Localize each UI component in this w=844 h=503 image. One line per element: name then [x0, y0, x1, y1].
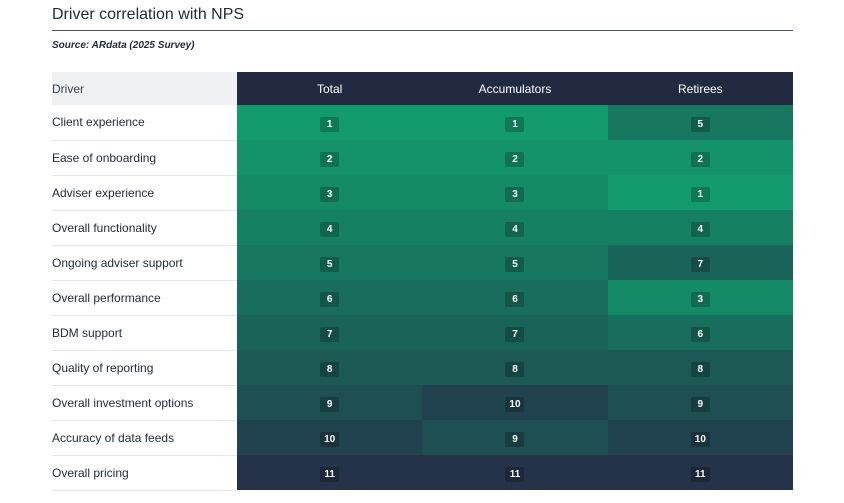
- heatmap-cell: 6: [422, 280, 608, 315]
- heatmap-cell: 2: [607, 140, 793, 175]
- rank-value-label: 4: [690, 221, 710, 237]
- driver-label: Ongoing adviser support: [52, 245, 237, 281]
- heatmap-cell: 4: [422, 210, 608, 245]
- driver-label: Overall pricing: [52, 455, 237, 491]
- driver-label: Quality of reporting: [52, 350, 237, 386]
- heatmap-cell: 5: [237, 245, 423, 280]
- rank-value-label: 2: [320, 151, 340, 167]
- heatmap-cell: 1: [237, 105, 423, 140]
- rank-value-label: 10: [505, 396, 525, 412]
- rank-value-label: 6: [320, 291, 340, 307]
- rank-value-label: 2: [690, 151, 710, 167]
- table-row: BDM support 7 7 6: [52, 315, 793, 351]
- heatmap-cell: 9: [607, 385, 793, 420]
- rank-value-label: 5: [320, 256, 340, 272]
- rank-value-label: 3: [505, 186, 525, 202]
- heatmap-cell: 10: [422, 385, 608, 420]
- rank-value-label: 8: [690, 361, 710, 377]
- rank-value-label: 9: [505, 431, 525, 447]
- heatmap-cell: 1: [422, 105, 608, 140]
- rank-value-label: 11: [690, 466, 710, 482]
- rank-value-label: 6: [505, 291, 525, 307]
- heatmap-table: Driver Total Accumulators Retirees Clien…: [52, 72, 793, 491]
- heatmap-cell: 7: [422, 315, 608, 350]
- heatmap-cell: 9: [237, 385, 423, 420]
- heatmap-cell: 10: [607, 420, 793, 455]
- heatmap-cell: 2: [422, 140, 608, 175]
- driver-label: Overall functionality: [52, 210, 237, 246]
- heatmap-cell: 8: [607, 350, 793, 385]
- table-row: Adviser experience 3 3 1: [52, 175, 793, 211]
- rank-value-label: 7: [505, 326, 525, 342]
- heatmap-body: Client experience 1 1 5 Ease of onboarding 2 2…: [52, 105, 793, 491]
- heatmap-cell: 11: [607, 455, 793, 490]
- table-row: Quality of reporting 8 8 8: [52, 350, 793, 386]
- rank-value-label: 9: [690, 396, 710, 412]
- heatmap-cell: 3: [422, 175, 608, 210]
- rank-value-label: 1: [690, 186, 710, 202]
- rank-value-label: 3: [320, 186, 340, 202]
- rank-value-label: 7: [690, 256, 710, 272]
- rank-value-label: 11: [505, 466, 525, 482]
- driver-label: Adviser experience: [52, 175, 237, 211]
- column-header-accumulators: Accumulators: [422, 72, 608, 105]
- heatmap-cell: 11: [422, 455, 608, 490]
- title-divider: [52, 30, 793, 31]
- source-note: Source: ARdata (2025 Survey): [52, 40, 195, 51]
- column-header-retirees: Retirees: [607, 72, 793, 105]
- header-row: Driver Total Accumulators Retirees: [52, 72, 793, 105]
- heatmap-cell: 5: [422, 245, 608, 280]
- heatmap-cell: 6: [237, 280, 423, 315]
- driver-label: BDM support: [52, 315, 237, 351]
- table-row: Overall performance 6 6 3: [52, 280, 793, 316]
- heatmap-cell: 2: [237, 140, 423, 175]
- rank-value-label: 4: [505, 221, 525, 237]
- heatmap-cell: 8: [422, 350, 608, 385]
- heatmap-cell: 9: [422, 420, 608, 455]
- rank-value-label: 5: [505, 256, 525, 272]
- driver-label: Overall investment options: [52, 385, 237, 421]
- heatmap-cell: 10: [237, 420, 423, 455]
- rank-value-label: 3: [690, 291, 710, 307]
- rank-value-label: 4: [320, 221, 340, 237]
- rank-value-label: 1: [320, 116, 340, 132]
- heatmap-cell: 6: [607, 315, 793, 350]
- rank-value-label: 2: [505, 151, 525, 167]
- heatmap-cell: 3: [607, 280, 793, 315]
- rank-value-label: 11: [320, 466, 340, 482]
- table-row: Overall pricing 11 11 11: [52, 455, 793, 491]
- rank-value-label: 8: [320, 361, 340, 377]
- column-header-driver: Driver: [52, 72, 237, 105]
- rank-value-label: 10: [690, 431, 710, 447]
- heatmap-cell: 1: [607, 175, 793, 210]
- driver-label: Ease of onboarding: [52, 140, 237, 176]
- table-row: Overall functionality 4 4 4: [52, 210, 793, 246]
- rank-value-label: 1: [505, 116, 525, 132]
- chart-title: Driver correlation with NPS: [52, 6, 245, 23]
- driver-label: Overall performance: [52, 280, 237, 316]
- heatmap-cell: 4: [607, 210, 793, 245]
- table-row: Accuracy of data feeds 10 9 10: [52, 420, 793, 456]
- rank-value-label: 10: [320, 431, 340, 447]
- heatmap-cell: 5: [607, 105, 793, 140]
- heatmap-cell: 8: [237, 350, 423, 385]
- table-row: Client experience 1 1 5: [52, 105, 793, 141]
- heatmap-cell: 7: [607, 245, 793, 280]
- table-row: Ongoing adviser support 5 5 7: [52, 245, 793, 281]
- heatmap-cell: 7: [237, 315, 423, 350]
- rank-value-label: 6: [690, 326, 710, 342]
- heatmap-cell: 3: [237, 175, 423, 210]
- heatmap-cell: 11: [237, 455, 423, 490]
- column-header-total: Total: [237, 72, 423, 105]
- heatmap-cell: 4: [237, 210, 423, 245]
- rank-value-label: 7: [320, 326, 340, 342]
- table-row: Ease of onboarding 2 2 2: [52, 140, 793, 176]
- rank-value-label: 8: [505, 361, 525, 377]
- driver-label: Client experience: [52, 105, 237, 141]
- rank-value-label: 5: [690, 116, 710, 132]
- rank-value-label: 9: [320, 396, 340, 412]
- driver-label: Accuracy of data feeds: [52, 420, 237, 456]
- table-row: Overall investment options 9 10 9: [52, 385, 793, 421]
